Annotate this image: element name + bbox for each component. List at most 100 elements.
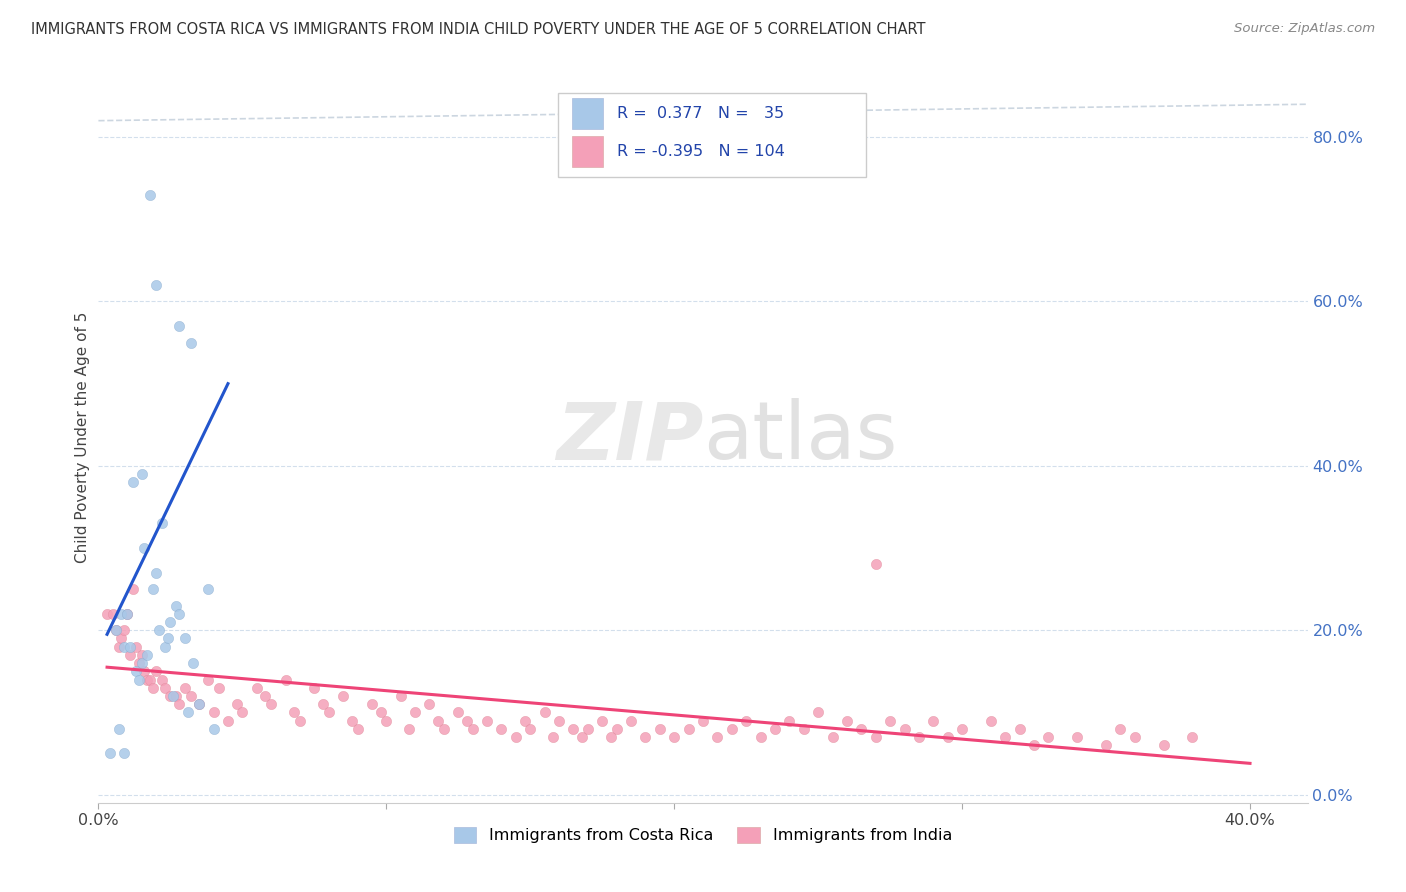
Point [231,706,253,720]
Point [922,714,945,728]
Point [131,467,153,481]
Point [167,607,190,621]
Point [159,615,181,629]
Point [599,730,621,744]
Point [167,319,190,334]
Point [1038,730,1060,744]
Point [456,714,478,728]
Point [1181,730,1204,744]
Point [835,714,858,728]
Point [620,714,643,728]
Point [131,648,153,662]
Point [648,722,671,736]
Point [173,632,195,646]
Point [475,714,498,728]
Point [142,582,165,596]
Point [304,681,326,695]
Point [980,714,1002,728]
Point [225,697,247,711]
Point [664,730,686,744]
Point [217,714,239,728]
Point [398,722,420,736]
Point [173,681,195,695]
Point [131,656,153,670]
Point [125,640,148,654]
Point [254,689,277,703]
Point [576,722,599,736]
FancyBboxPatch shape [572,98,603,129]
Point [176,706,198,720]
Point [346,722,368,736]
Point [150,673,173,687]
Point [274,673,297,687]
Point [128,673,150,687]
Point [98,747,121,761]
Point [197,673,219,687]
Point [461,722,484,736]
Point [543,730,565,744]
Text: R =  0.377   N =   35: R = 0.377 N = 35 [617,106,785,121]
Point [936,730,959,744]
Text: ZIP: ZIP [555,398,703,476]
Point [1123,730,1146,744]
Point [1153,739,1175,753]
Point [153,681,176,695]
Point [180,335,202,350]
Point [136,673,159,687]
Point [128,656,150,670]
Point [104,624,127,638]
Point [283,706,305,720]
Y-axis label: Child Poverty Under the Age of 5: Child Poverty Under the Age of 5 [75,311,90,563]
Point [571,730,593,744]
Point [202,722,225,736]
Point [142,681,165,695]
Point [112,640,135,654]
Point [678,722,700,736]
FancyBboxPatch shape [572,136,603,167]
Point [110,607,132,621]
Point [505,730,527,744]
Point [807,706,830,720]
Point [950,722,973,736]
Point [447,706,470,720]
Point [104,624,127,638]
Point [208,681,231,695]
Point [1008,722,1031,736]
Point [332,689,354,703]
Point [606,722,628,736]
Point [110,632,132,646]
Point [188,697,211,711]
Point [139,187,162,202]
Point [562,722,585,736]
Point [183,656,205,670]
Point [318,706,340,720]
Text: atlas: atlas [703,398,897,476]
Point [908,730,931,744]
Point [107,640,129,654]
Point [125,665,148,679]
Point [749,730,772,744]
Point [404,706,426,720]
Point [735,714,758,728]
Point [115,607,138,621]
Point [361,697,384,711]
Point [433,722,456,736]
Point [865,558,887,572]
Point [427,714,450,728]
Point [156,632,179,646]
Point [418,697,440,711]
Point [145,665,167,679]
Point [513,714,536,728]
Point [389,689,412,703]
Point [101,607,124,621]
Point [246,681,269,695]
Text: Source: ZipAtlas.com: Source: ZipAtlas.com [1234,22,1375,36]
Text: IMMIGRANTS FROM COSTA RICA VS IMMIGRANTS FROM INDIA CHILD POVERTY UNDER THE AGE : IMMIGRANTS FROM COSTA RICA VS IMMIGRANTS… [31,22,925,37]
Point [134,665,156,679]
Point [491,722,513,736]
Point [533,706,555,720]
Point [720,722,742,736]
Text: R = -0.395   N = 104: R = -0.395 N = 104 [617,145,785,160]
Point [150,516,173,531]
Point [778,714,800,728]
